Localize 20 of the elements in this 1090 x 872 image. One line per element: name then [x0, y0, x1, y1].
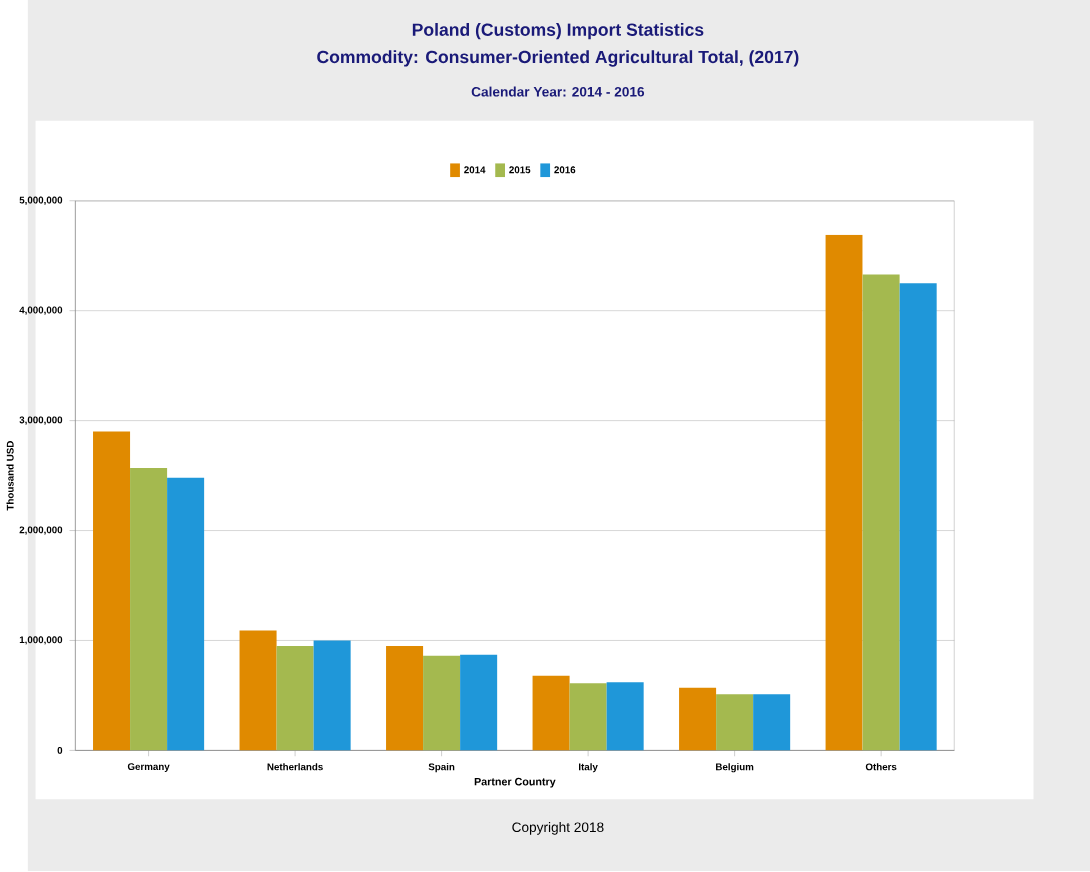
- bar: [239, 630, 277, 751]
- chart-subtitle: Commodity: Consumer-Oriented Agricultural Total, (2017): [317, 50, 799, 68]
- bar: [93, 431, 131, 751]
- bar: [313, 640, 351, 751]
- bar: [460, 655, 498, 751]
- bar: [606, 682, 644, 751]
- bar: [862, 274, 900, 751]
- bar: [130, 468, 168, 751]
- bar: [167, 478, 205, 751]
- bar: [532, 676, 570, 751]
- bar: [753, 694, 791, 751]
- bar: [386, 646, 424, 751]
- bar: [276, 646, 314, 751]
- bar: [569, 683, 607, 751]
- bar: [679, 688, 717, 751]
- bar: [423, 656, 461, 751]
- bar: [825, 235, 863, 751]
- bar: [716, 694, 754, 751]
- bar: [899, 283, 937, 751]
- chart-title: Poland (Customs) Import Statistics: [412, 23, 704, 40]
